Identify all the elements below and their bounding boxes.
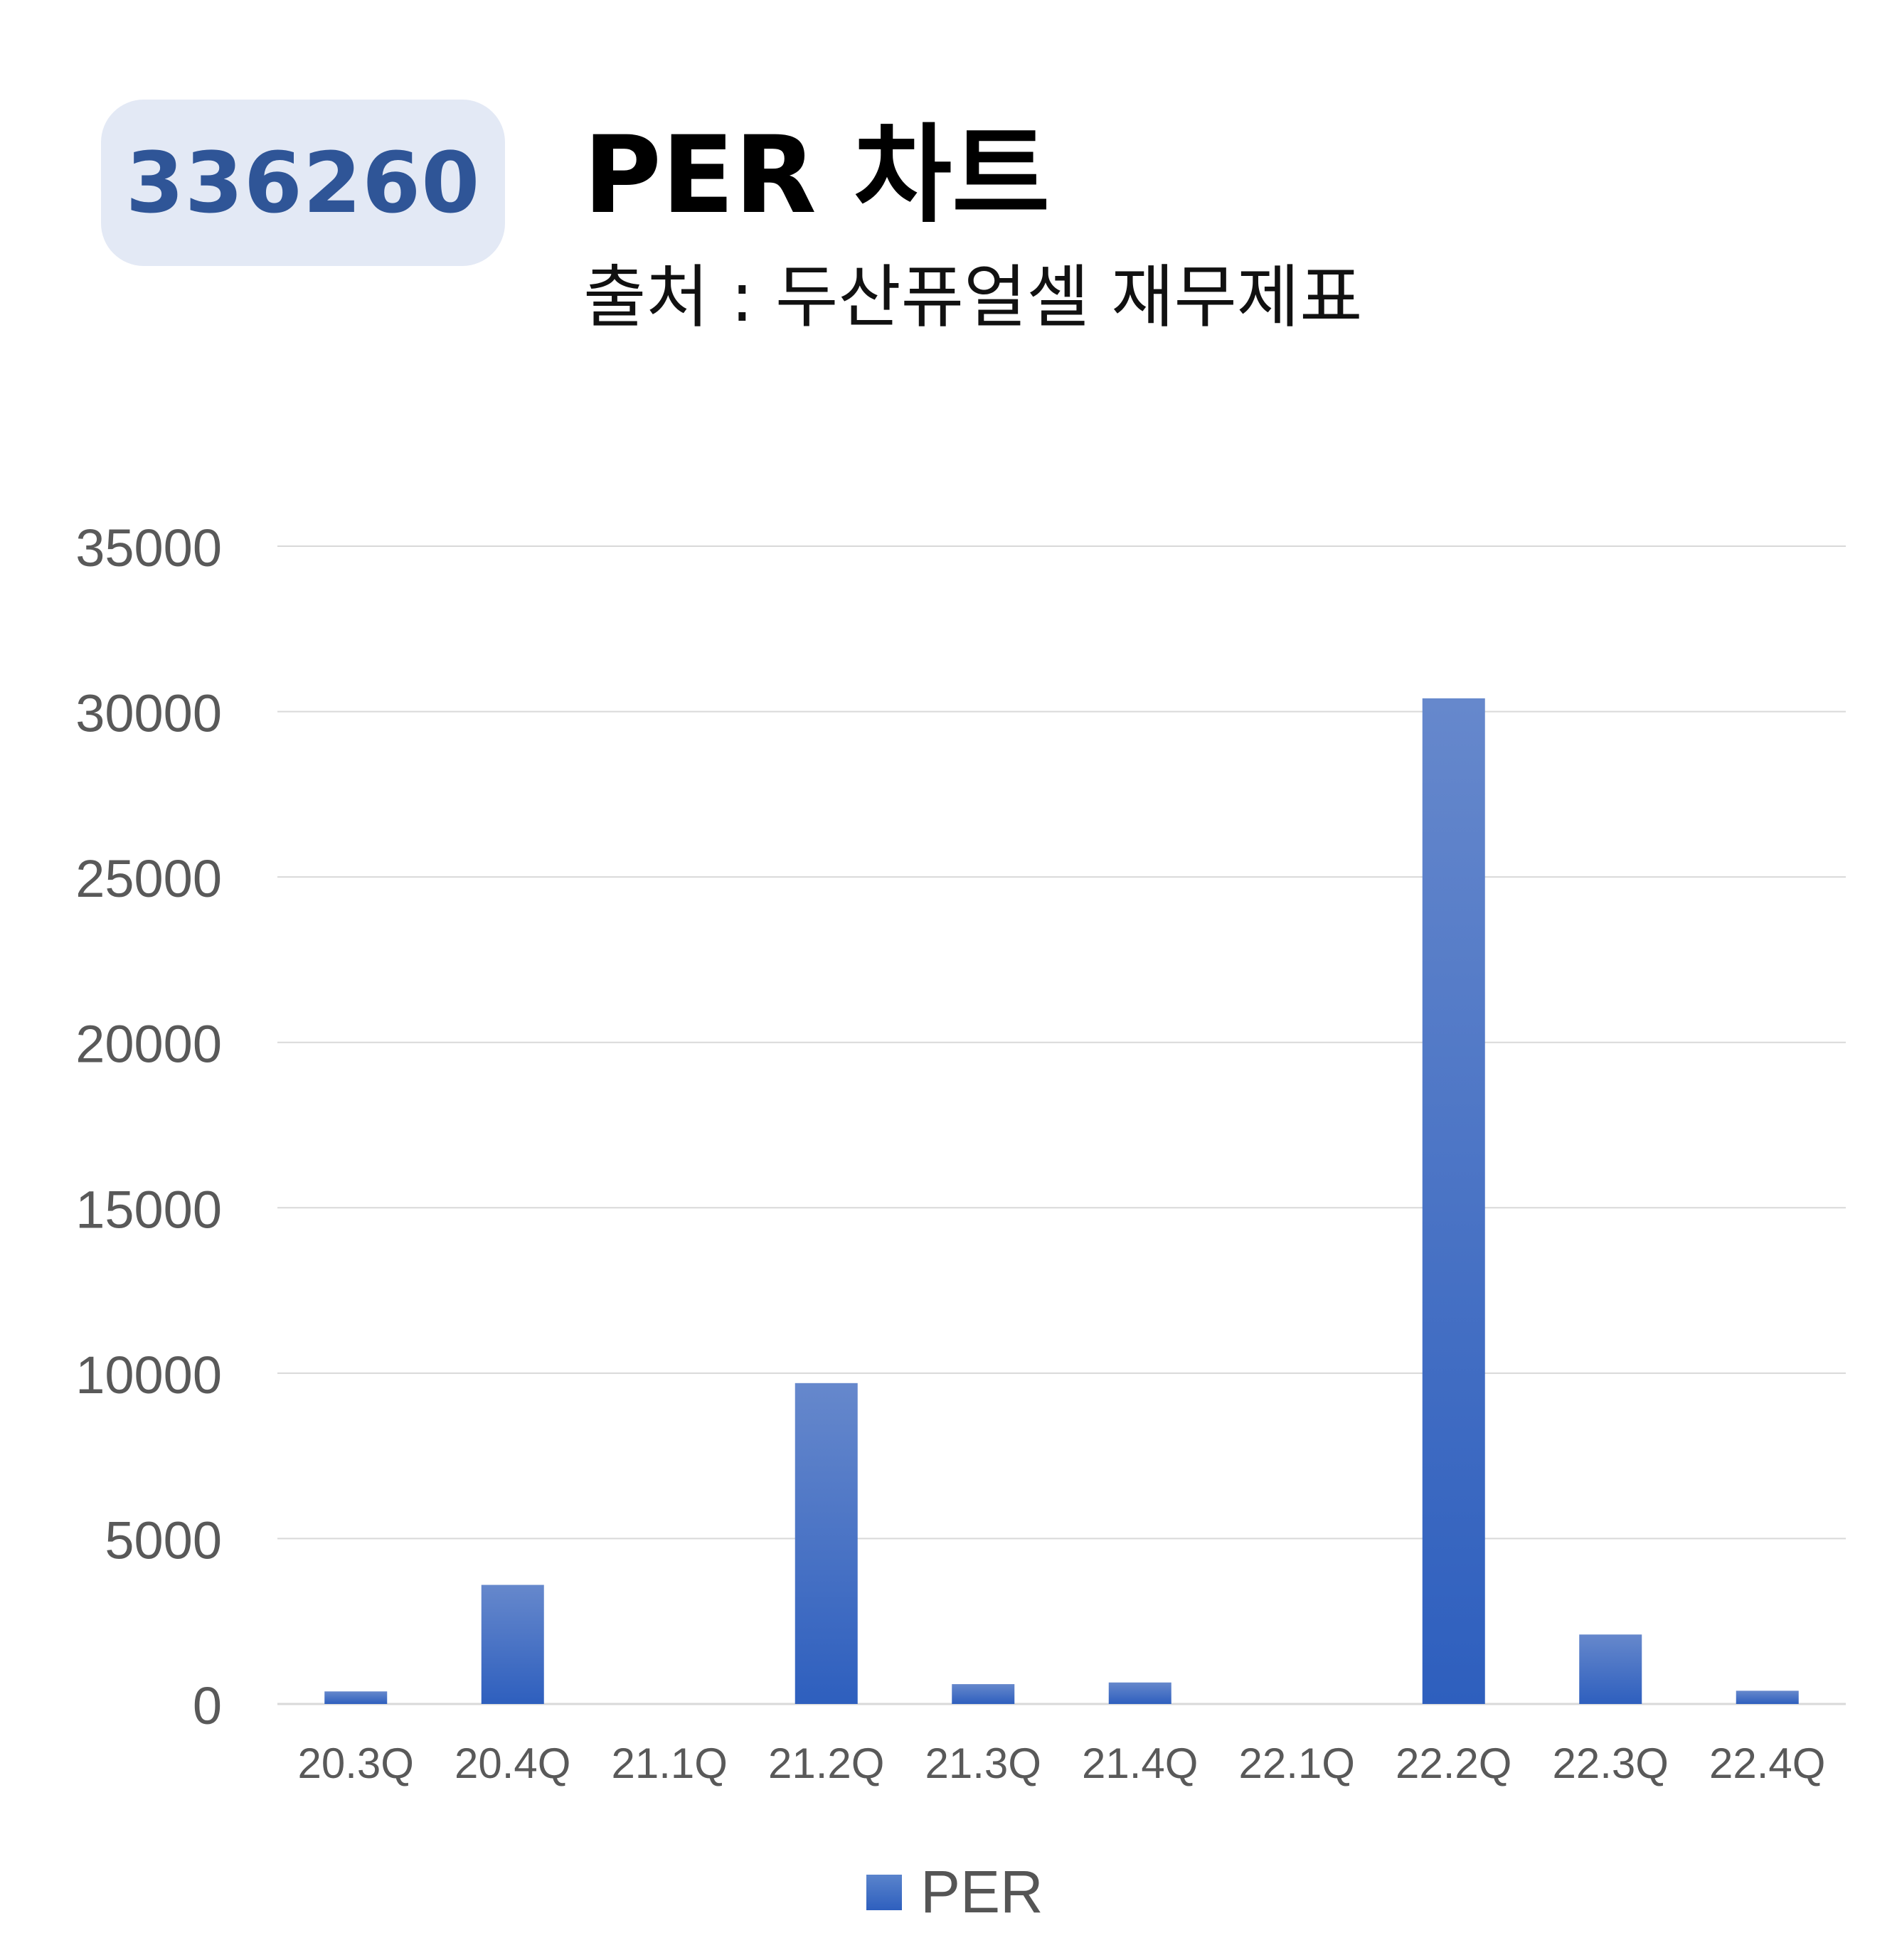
stock-code: 336260 xyxy=(125,134,481,232)
legend: PER xyxy=(866,1858,1043,1927)
x-tick-label: 21.4Q xyxy=(1082,1740,1198,1787)
x-tick-label: 22.3Q xyxy=(1553,1740,1669,1787)
stock-code-badge: 336260 xyxy=(101,100,505,266)
chart-subtitle: 출처 : 두산퓨얼셀 재무제표 xyxy=(583,257,1363,337)
x-tick-label: 21.1Q xyxy=(612,1740,728,1787)
bar-22.2Q xyxy=(1422,698,1485,1704)
x-tick-label: 22.2Q xyxy=(1396,1740,1511,1787)
y-tick-label: 15000 xyxy=(75,1180,222,1239)
legend-swatch xyxy=(866,1874,902,1910)
x-tick-label: 22.1Q xyxy=(1239,1740,1355,1787)
grid-lines xyxy=(277,545,1846,1705)
y-tick-label: 35000 xyxy=(75,518,222,577)
bar-21.3Q xyxy=(952,1684,1015,1704)
bar-21.2Q xyxy=(795,1383,858,1704)
y-tick-label: 25000 xyxy=(75,849,222,908)
bar-22.4Q xyxy=(1736,1690,1799,1704)
legend-label-per: PER xyxy=(920,1858,1043,1925)
y-tick-label: 10000 xyxy=(75,1346,222,1405)
x-tick-label: 22.4Q xyxy=(1709,1740,1825,1787)
y-tick-label: 0 xyxy=(193,1676,222,1735)
x-tick-label: 21.3Q xyxy=(925,1740,1041,1787)
chart-title: PER 차트 xyxy=(583,114,1051,238)
y-axis-ticks: 0 5000 10000 15000 20000 25000 30000 35000 xyxy=(75,518,222,1735)
y-tick-label: 30000 xyxy=(75,684,222,743)
bar-21.4Q xyxy=(1108,1682,1171,1704)
bar-20.4Q xyxy=(481,1584,544,1704)
x-tick-label: 20.3Q xyxy=(298,1740,414,1787)
x-axis-ticks: 20.3Q 20.4Q 21.1Q 21.2Q 21.3Q 21.4Q 22.1Q 22.2Q… xyxy=(298,1740,1826,1787)
y-tick-label: 20000 xyxy=(75,1015,222,1074)
x-tick-label: 20.4Q xyxy=(455,1740,570,1787)
bar-20.3Q xyxy=(324,1691,388,1704)
y-tick-label: 5000 xyxy=(105,1511,222,1570)
x-tick-label: 21.2Q xyxy=(768,1740,884,1787)
bar-22.3Q xyxy=(1579,1634,1642,1704)
bars xyxy=(324,698,1799,1704)
